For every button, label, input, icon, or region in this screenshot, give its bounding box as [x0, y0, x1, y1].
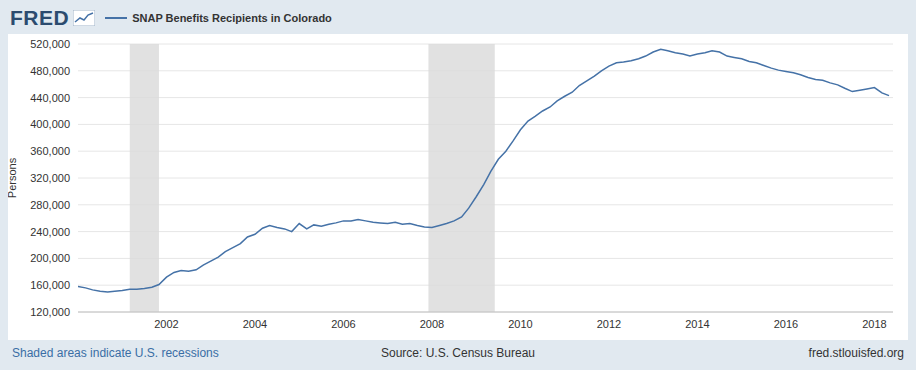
svg-text:2008: 2008 — [420, 318, 444, 330]
svg-text:520,000: 520,000 — [30, 38, 70, 50]
svg-text:120,000: 120,000 — [30, 306, 70, 318]
svg-text:400,000: 400,000 — [30, 118, 70, 130]
svg-text:440,000: 440,000 — [30, 92, 70, 104]
svg-text:2014: 2014 — [685, 318, 709, 330]
svg-text:200,000: 200,000 — [30, 252, 70, 264]
svg-text:160,000: 160,000 — [30, 279, 70, 291]
svg-text:2010: 2010 — [508, 318, 532, 330]
svg-text:2004: 2004 — [243, 318, 267, 330]
html-text:FRED: FRED — [10, 6, 70, 29]
svg-text:Persons: Persons — [8, 157, 18, 198]
html-text:fred.stlouisfed.org: fred.stlouisfed.org — [808, 346, 904, 360]
svg-text:360,000: 360,000 — [30, 145, 70, 157]
html-text:Source: U.S. Census Bureau: Source: U.S. Census Bureau — [381, 346, 535, 360]
svg-text:2002: 2002 — [154, 318, 178, 330]
svg-text:320,000: 320,000 — [30, 172, 70, 184]
svg-text:480,000: 480,000 — [30, 65, 70, 77]
svg-text:2012: 2012 — [597, 318, 621, 330]
html-text:Shaded areas indicate U.S. rec: Shaded areas indicate U.S. recessions — [12, 346, 219, 360]
svg-text:280,000: 280,000 — [30, 199, 70, 211]
html-text:SNAP Benefits Recipients in Co: SNAP Benefits Recipients in Colorado — [132, 12, 332, 24]
svg-text:240,000: 240,000 — [30, 226, 70, 238]
svg-text:2006: 2006 — [331, 318, 355, 330]
svg-text:2016: 2016 — [774, 318, 798, 330]
svg-text:2018: 2018 — [862, 318, 886, 330]
